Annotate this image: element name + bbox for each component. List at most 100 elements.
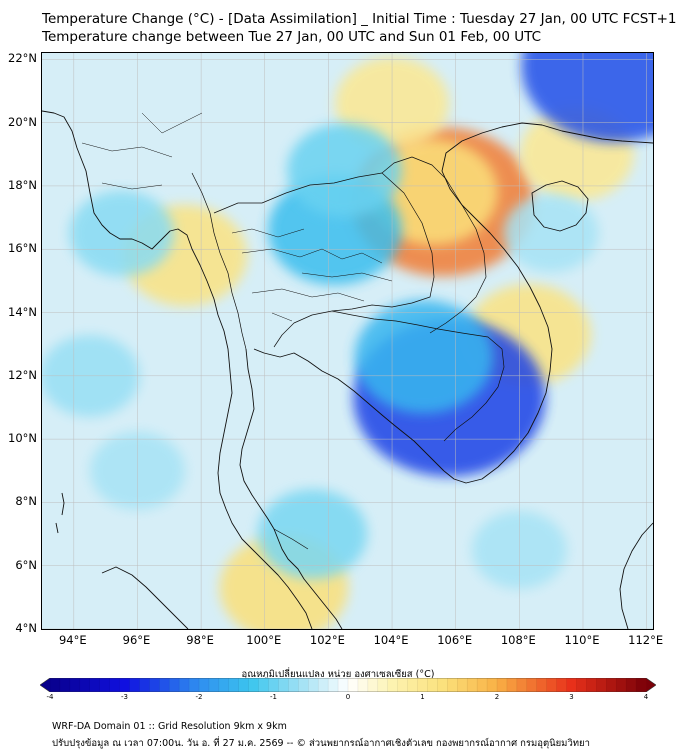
longitude-label: 100°E <box>246 633 282 647</box>
colorbar-cell <box>258 678 269 692</box>
colorbar-cell <box>586 678 597 692</box>
colorbar-cell <box>129 678 140 692</box>
colorbar-cell <box>169 678 180 692</box>
latitude-label: 18°N <box>8 177 37 192</box>
anomaly-laos-cold-north <box>287 123 402 217</box>
map-title-line1: Temperature Change (°C) - [Data Assimila… <box>42 11 676 27</box>
colorbar-cell <box>248 678 259 692</box>
colorbar-cell <box>397 678 408 692</box>
colorbar-cell <box>387 678 399 692</box>
longitude-label: 108°E <box>500 633 536 647</box>
hainan-coast <box>531 180 589 232</box>
colorbar-tick-label: 1 <box>420 693 425 701</box>
colorbar-cell <box>50 678 61 692</box>
colorbar-under-arrow <box>40 678 50 692</box>
footer-model-info: WRF-DA Domain 01 :: Grid Resolution 9km … <box>52 721 287 732</box>
vietnam-coast <box>441 122 653 484</box>
latitude-label: 6°N <box>15 557 37 572</box>
anomaly-cambodia-cold-broad <box>354 300 494 414</box>
colorbar-cell <box>487 678 498 692</box>
colorbar-cell <box>308 678 319 692</box>
colorbar-cell <box>278 678 289 692</box>
latitude-label: 4°N <box>15 621 37 635</box>
colorbar-cell <box>626 678 637 692</box>
colorbar-cell <box>338 678 349 692</box>
colorbar-cell <box>109 678 120 692</box>
gulf-thailand-coast <box>253 348 445 472</box>
colorbar-cell <box>377 678 389 692</box>
colorbar <box>40 678 656 692</box>
longitude-label: 110°E <box>564 633 600 647</box>
colorbar-cell <box>576 678 587 692</box>
anomaly-scs-cold <box>503 194 599 273</box>
colorbar-cell <box>228 678 240 692</box>
anomaly-field <box>42 53 653 629</box>
footer-update-info: ปรับปรุงข้อมูล ณ เวลา 07:00น. วัน อ. ที่… <box>52 738 590 749</box>
colorbar-cell <box>79 678 91 692</box>
colorbar-cells <box>40 678 656 692</box>
colorbar-cell <box>367 678 379 692</box>
colorbar-cell <box>636 678 647 692</box>
longitude-label: 98°E <box>186 633 214 647</box>
colorbar-title: อุณหภูมิเปลี่ยนแปลง หน่วย องศาเซลเซียส (… <box>241 669 435 680</box>
cambodia-border <box>331 310 505 442</box>
colorbar-cell <box>69 678 81 692</box>
longitude-label: 106°E <box>437 633 473 647</box>
colorbar-cell <box>357 678 369 692</box>
colorbar-tick-label: -4 <box>46 693 54 701</box>
colorbar-tick-label: 0 <box>345 693 351 701</box>
colorbar-cell <box>457 678 468 692</box>
latitude-label: 22°N <box>8 51 37 66</box>
borneo-coast <box>619 522 653 629</box>
colorbar-cell <box>59 678 71 692</box>
colorbar-tick-label: -3 <box>121 693 128 701</box>
colorbar-cell <box>199 678 210 692</box>
anomaly-sea-cold-north <box>521 53 653 143</box>
latitude-label: 12°N <box>8 367 37 382</box>
myanmar-interior <box>81 112 203 190</box>
colorbar-cell <box>477 678 488 692</box>
colorbar-cell <box>536 678 548 692</box>
anomaly-andaman-cold-west <box>69 190 174 277</box>
colorbar-cell <box>268 678 279 692</box>
malaysia-border <box>273 528 309 550</box>
longitude-label: 102°E <box>309 633 345 647</box>
colorbar-cell <box>447 678 458 692</box>
latitude-label: 20°N <box>8 114 37 129</box>
colorbar-cell <box>139 678 150 692</box>
latitude-label: 8°N <box>15 494 37 509</box>
colorbar-cell <box>427 678 438 692</box>
map-title-line2: Temperature change between Tue 27 Jan, 0… <box>42 29 542 45</box>
colorbar-cell <box>546 678 557 692</box>
sumatra-coast <box>101 566 189 629</box>
coastlines-borders <box>42 110 653 629</box>
colorbar-cell <box>328 678 339 692</box>
colorbar-tick-label: 2 <box>494 693 500 701</box>
colorbar-cell <box>218 678 230 692</box>
myanmar-coast <box>42 110 313 629</box>
colorbar-cell <box>149 678 160 692</box>
colorbar-cell <box>506 678 518 692</box>
colorbar-cell <box>467 678 478 692</box>
map-panel[interactable] <box>41 52 654 630</box>
colorbar-cell <box>566 678 577 692</box>
colorbar-tick-label: 4 <box>643 693 649 701</box>
thai-myanmar-border <box>191 172 247 350</box>
longitude-label: 112°E <box>628 633 664 647</box>
colorbar-cell <box>119 678 130 692</box>
colorbar-cell <box>288 678 299 692</box>
colorbar-cell <box>208 678 220 692</box>
colorbar-cell <box>497 678 508 692</box>
colorbar-cell <box>89 678 101 692</box>
longitude-label: 104°E <box>373 633 409 647</box>
colorbar-cell <box>159 678 170 692</box>
longitude-label: 94°E <box>58 633 87 647</box>
colorbar-cell <box>606 678 617 692</box>
laos-vietnam-border <box>381 156 487 334</box>
colorbar-cell <box>99 678 110 692</box>
graticule <box>42 53 653 629</box>
latitude-label: 10°N <box>8 431 37 446</box>
peninsula-east-coast <box>239 348 343 629</box>
colorbar-cell <box>238 678 250 692</box>
colorbar-cell <box>596 678 607 692</box>
